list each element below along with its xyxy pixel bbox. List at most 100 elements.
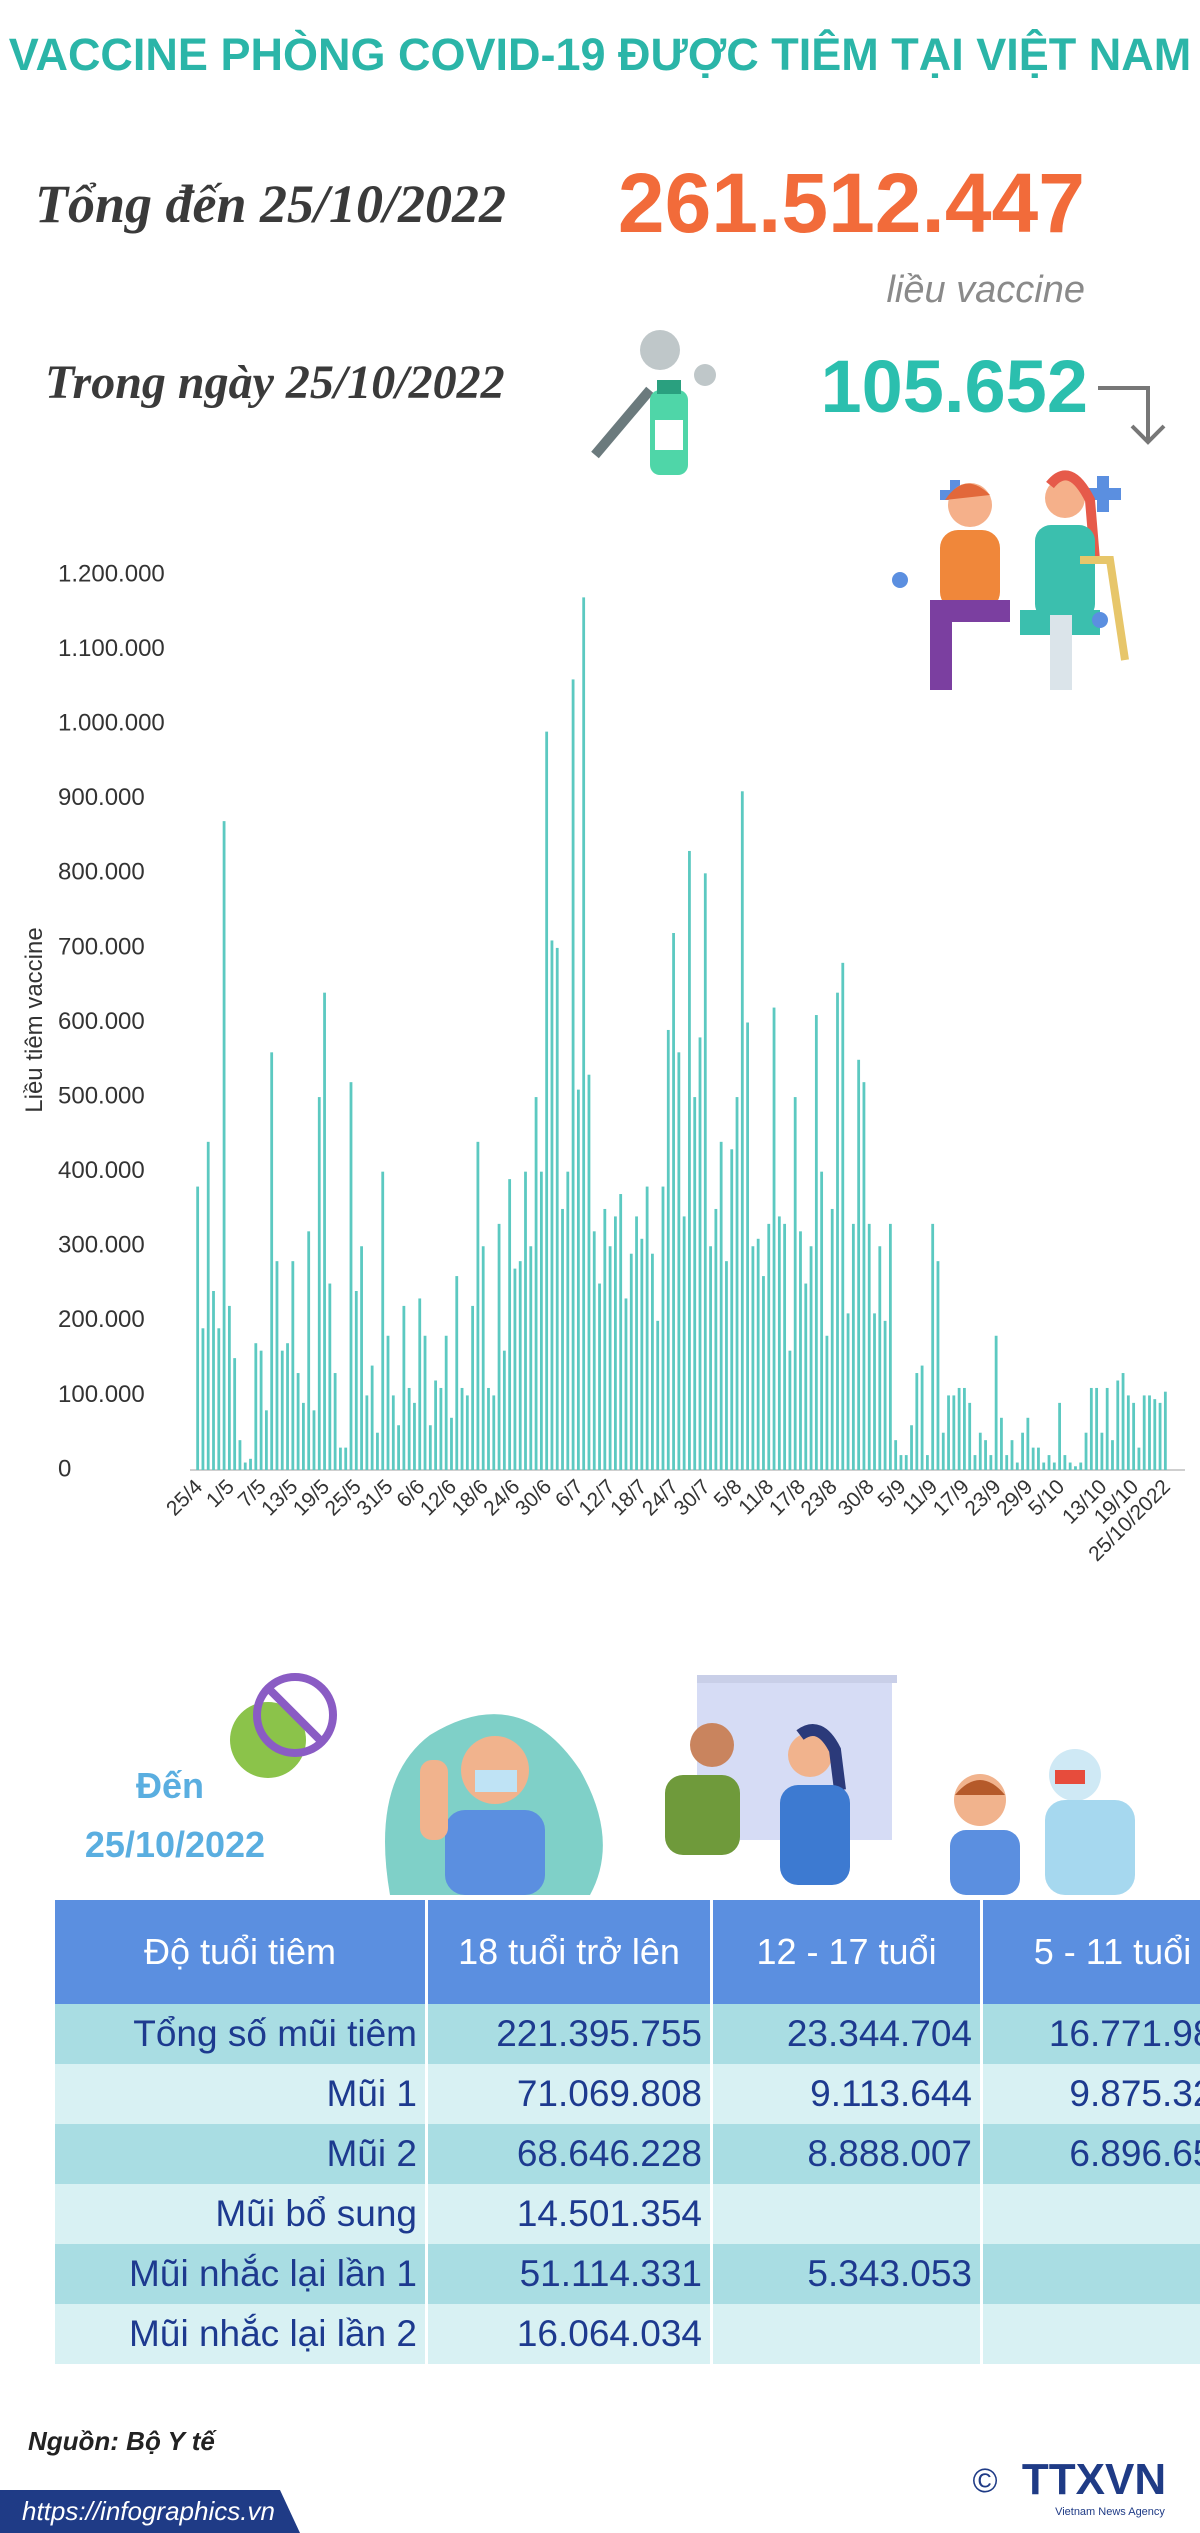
title: VACCINE PHÒNG COVID-19 ĐƯỢC TIÊM TẠI VIỆ… (9, 29, 1191, 80)
bar (973, 1455, 977, 1470)
bar (545, 731, 549, 1470)
bar (1010, 1440, 1014, 1470)
source: Nguồn: Bộ Y tế (28, 2426, 217, 2456)
bar (767, 1223, 771, 1470)
bar (1100, 1432, 1104, 1470)
bar (1132, 1402, 1136, 1470)
y-tick-label: 800.000 (58, 859, 145, 886)
cell (713, 2304, 980, 2364)
bar (249, 1458, 252, 1470)
bar (1079, 1462, 1083, 1470)
cell: 14.501.354 (428, 2184, 710, 2244)
bar (413, 1402, 416, 1470)
x-tick-label: 23/8 (797, 1475, 842, 1520)
bar (1116, 1380, 1120, 1470)
bar (656, 1320, 660, 1470)
bar (291, 1261, 295, 1470)
header-cell: 5 - 11 tuổi (983, 1900, 1200, 2004)
bar (349, 1082, 353, 1470)
row-label: Mũi nhắc lại lần 1 (55, 2244, 425, 2304)
bar (450, 1417, 453, 1470)
bar (635, 1216, 638, 1470)
bar (735, 1097, 739, 1470)
bar (1111, 1440, 1114, 1470)
bar (862, 1082, 866, 1470)
adult-illustration (385, 1714, 603, 1895)
bar (994, 1335, 998, 1470)
row-label: Mũi nhắc lại lần 2 (55, 2304, 425, 2364)
bar (1105, 1387, 1109, 1470)
bar (651, 1253, 654, 1470)
vaccination-illustration (892, 470, 1129, 690)
bar (555, 947, 559, 1470)
bar (497, 1223, 501, 1470)
bar (672, 933, 675, 1470)
bar (957, 1387, 961, 1470)
cell: 16.064.034 (428, 2304, 710, 2364)
bar (846, 1313, 850, 1470)
total-label: Tổng đến 25/10/2022 (35, 174, 506, 234)
bar (820, 1171, 824, 1470)
bar (783, 1223, 787, 1470)
bar (730, 1149, 734, 1470)
virus-icon (230, 1673, 337, 1778)
x-tick-label: 1/5 (202, 1475, 239, 1512)
x-tick-label: 30/8 (834, 1475, 879, 1520)
cell (983, 2244, 1200, 2304)
bar (851, 1223, 855, 1470)
down-arrow (1098, 386, 1166, 445)
bar (968, 1402, 972, 1470)
header-row: Độ tuổi tiêm 18 tuổi trở lên 12 - 17 tuổi 5… (55, 1900, 1200, 2004)
bar (709, 1246, 712, 1470)
cell: 9.875.329 (983, 2064, 1200, 2124)
bar (978, 1432, 982, 1470)
bar (513, 1268, 517, 1470)
cell (983, 2304, 1200, 2364)
y-tick-label: 700.000 (58, 933, 145, 960)
bar (1037, 1447, 1040, 1470)
bar (592, 1231, 596, 1470)
bar (751, 1246, 755, 1470)
bar (941, 1432, 945, 1470)
cell (983, 2184, 1200, 2244)
bar (830, 1208, 834, 1470)
bar (391, 1395, 395, 1470)
bar (1068, 1462, 1072, 1470)
y-tick-label: 1.200.000 (58, 560, 165, 587)
url: https://infographics.vn (22, 2496, 275, 2526)
bar (370, 1365, 374, 1470)
bar (328, 1283, 332, 1470)
section-date: 25/10/2022 (85, 1824, 265, 1865)
bar (302, 1402, 305, 1470)
bar (264, 1410, 268, 1470)
bar (212, 1291, 215, 1470)
bar (894, 1440, 898, 1470)
bar (344, 1447, 348, 1470)
y-tick-label: 100.000 (58, 1381, 145, 1408)
bar (201, 1328, 205, 1470)
y-tick-label: 500.000 (58, 1082, 145, 1109)
bar (444, 1335, 448, 1470)
bar (222, 821, 226, 1470)
bar (333, 1373, 337, 1470)
cell: 16.771.988 (983, 2004, 1200, 2064)
bar (529, 1246, 533, 1470)
row-label: Mũi bổ sung (55, 2184, 425, 2244)
bar (899, 1455, 903, 1470)
bar (725, 1261, 728, 1470)
bar (582, 597, 586, 1470)
bar (455, 1276, 459, 1470)
bar (603, 1208, 607, 1470)
bar (804, 1283, 808, 1470)
table-row: Tổng số mũi tiêm 221.395.755 23.344.704 16.… (55, 2004, 1200, 2064)
bar (963, 1387, 966, 1470)
bar (539, 1171, 543, 1470)
bar (788, 1350, 792, 1470)
row-label: Mũi 2 (55, 2124, 425, 2184)
bar (931, 1223, 935, 1470)
bar (360, 1246, 363, 1470)
bar (471, 1305, 475, 1470)
bar (561, 1208, 564, 1470)
x-tick-label: 25/4 (162, 1475, 207, 1520)
y-tick-label: 200.000 (58, 1306, 145, 1333)
